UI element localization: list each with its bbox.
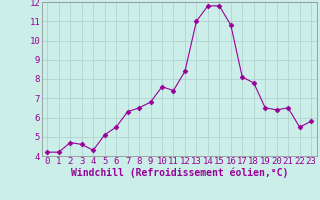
X-axis label: Windchill (Refroidissement éolien,°C): Windchill (Refroidissement éolien,°C) xyxy=(70,168,288,178)
